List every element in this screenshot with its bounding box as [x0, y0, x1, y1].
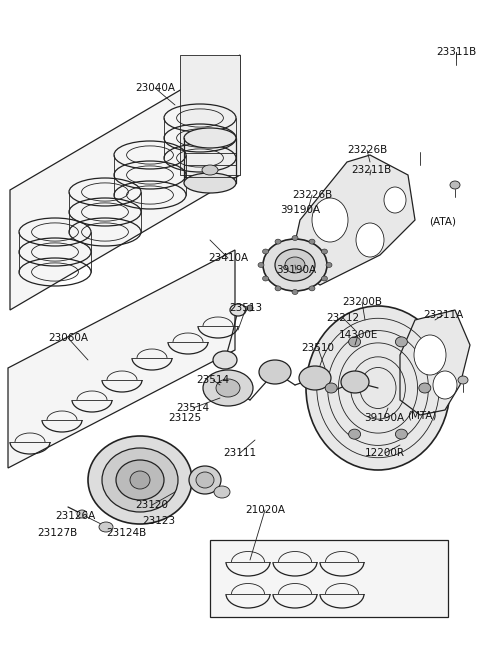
Text: 39190A: 39190A — [276, 265, 316, 275]
Ellipse shape — [263, 249, 268, 254]
Ellipse shape — [450, 181, 460, 189]
Ellipse shape — [299, 366, 331, 390]
Text: 14300E: 14300E — [338, 330, 378, 340]
Ellipse shape — [396, 337, 408, 347]
Ellipse shape — [259, 360, 291, 384]
Ellipse shape — [292, 235, 298, 240]
Text: 23410A: 23410A — [208, 253, 248, 263]
Ellipse shape — [458, 376, 468, 384]
Text: 23123: 23123 — [143, 516, 176, 526]
Ellipse shape — [77, 510, 87, 518]
Text: 23120: 23120 — [135, 500, 168, 510]
Ellipse shape — [214, 486, 230, 498]
Ellipse shape — [414, 335, 446, 375]
Ellipse shape — [322, 249, 327, 254]
Ellipse shape — [258, 263, 264, 267]
Text: (ATA): (ATA) — [430, 217, 456, 227]
Ellipse shape — [433, 371, 457, 399]
Ellipse shape — [419, 383, 431, 393]
Ellipse shape — [348, 337, 360, 347]
Ellipse shape — [348, 429, 360, 439]
Text: 39190A: 39190A — [280, 205, 320, 215]
Text: 23126A: 23126A — [55, 511, 95, 521]
Ellipse shape — [263, 239, 327, 291]
Text: 23311B: 23311B — [436, 47, 476, 57]
Ellipse shape — [312, 198, 348, 242]
Text: 21020A: 21020A — [245, 505, 285, 515]
Ellipse shape — [309, 239, 315, 244]
Ellipse shape — [189, 466, 221, 494]
Text: 23211B: 23211B — [351, 165, 391, 175]
Text: 23040A: 23040A — [135, 83, 175, 93]
Ellipse shape — [275, 239, 281, 244]
Text: 23212: 23212 — [326, 313, 360, 323]
Text: 23127B: 23127B — [37, 528, 77, 538]
Text: 12200R: 12200R — [365, 448, 405, 458]
Ellipse shape — [230, 304, 246, 316]
Ellipse shape — [292, 290, 298, 294]
Text: 23311A: 23311A — [423, 310, 463, 320]
Text: 23125: 23125 — [168, 413, 202, 423]
Text: 23514: 23514 — [177, 403, 210, 413]
Ellipse shape — [341, 371, 369, 393]
Text: 23510: 23510 — [301, 343, 335, 353]
Text: 23111: 23111 — [223, 448, 257, 458]
Polygon shape — [290, 155, 415, 285]
Ellipse shape — [212, 374, 248, 402]
Ellipse shape — [99, 522, 113, 532]
Ellipse shape — [326, 263, 332, 267]
Ellipse shape — [130, 471, 150, 489]
Text: 23200B: 23200B — [342, 297, 382, 307]
Ellipse shape — [202, 165, 218, 175]
Ellipse shape — [275, 249, 315, 281]
Text: 23514: 23514 — [196, 375, 229, 385]
Ellipse shape — [216, 379, 240, 397]
Ellipse shape — [247, 305, 253, 311]
Ellipse shape — [184, 173, 236, 193]
Ellipse shape — [309, 286, 315, 291]
Text: (MTA): (MTA) — [407, 410, 437, 420]
Text: 23124B: 23124B — [106, 528, 146, 538]
Text: 39190A: 39190A — [364, 413, 404, 423]
Ellipse shape — [322, 276, 327, 281]
Ellipse shape — [396, 429, 408, 439]
Ellipse shape — [102, 448, 178, 512]
Ellipse shape — [184, 128, 236, 148]
Ellipse shape — [88, 436, 192, 524]
Text: 23060A: 23060A — [48, 333, 88, 343]
Ellipse shape — [356, 223, 384, 257]
Ellipse shape — [285, 257, 305, 273]
Polygon shape — [400, 310, 470, 415]
Ellipse shape — [116, 460, 164, 500]
Text: 23226B: 23226B — [292, 190, 332, 200]
Polygon shape — [10, 55, 240, 310]
Polygon shape — [180, 55, 240, 175]
Ellipse shape — [213, 351, 237, 369]
Polygon shape — [8, 250, 235, 468]
Polygon shape — [210, 540, 448, 617]
Text: 23226B: 23226B — [347, 145, 387, 155]
Ellipse shape — [306, 306, 450, 470]
Ellipse shape — [325, 383, 337, 393]
Text: 23513: 23513 — [229, 303, 263, 313]
Ellipse shape — [263, 276, 268, 281]
Ellipse shape — [384, 187, 406, 213]
Ellipse shape — [203, 370, 253, 406]
Ellipse shape — [196, 472, 214, 488]
Ellipse shape — [275, 286, 281, 291]
